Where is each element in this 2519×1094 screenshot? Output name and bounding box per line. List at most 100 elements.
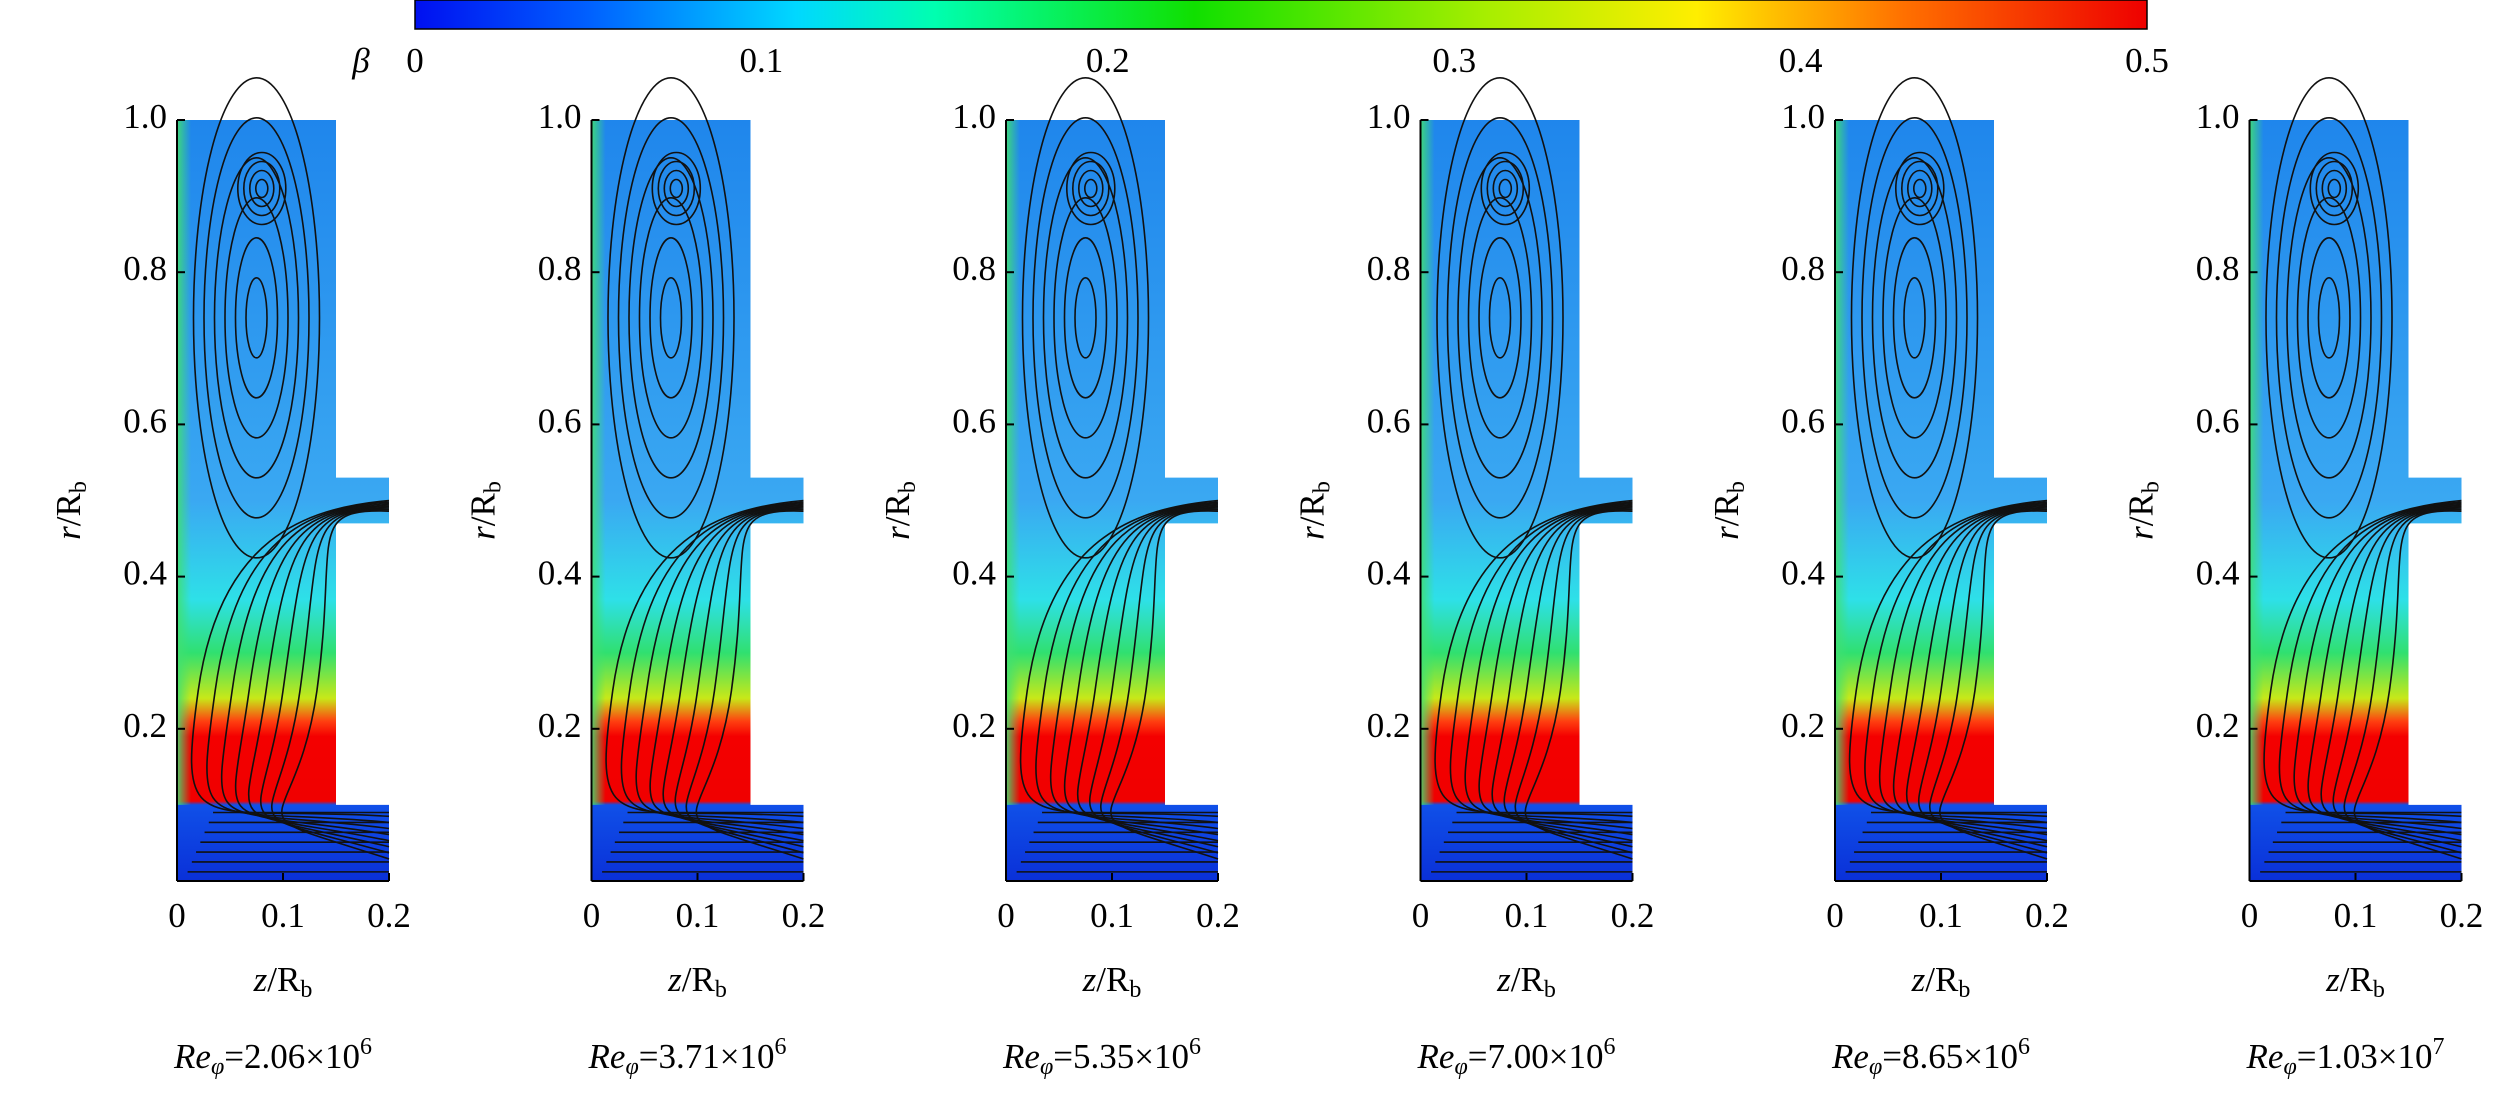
streamline	[1478, 237, 1522, 399]
y-axis-label: r/Rb	[878, 481, 920, 540]
streamline	[1882, 197, 1947, 439]
x-axis-label-part: /R	[267, 960, 301, 999]
caption: Reφ=2.06×106	[173, 1034, 372, 1080]
y-tick-label: 0.8	[2196, 249, 2240, 288]
y-tick-label: 0.2	[2196, 706, 2240, 745]
colorbar-tick-label: 0.1	[740, 41, 784, 80]
caption-part: Re	[2246, 1037, 2284, 1076]
caption: Reφ=1.03×107	[2246, 1034, 2445, 1080]
y-tick-label: 0.6	[123, 401, 167, 440]
colorbar-tick-label: 0.4	[1779, 41, 1823, 80]
y-tick-label: 0.6	[952, 401, 996, 440]
colorbar-label: β	[351, 41, 370, 80]
panel: 0.20.40.60.81.00 0.1 0.2z/Rbr/RbReφ=5.35×1…	[878, 77, 1240, 1080]
x-tick-label: 0.1	[1919, 896, 1963, 935]
x-tick-label: 0.2	[2440, 896, 2484, 935]
x-axis-label: z/Rb	[667, 960, 727, 1002]
y-tick-label: 0.4	[952, 554, 996, 593]
y-axis-label-part: b	[1724, 481, 1750, 493]
streamline	[1901, 160, 1939, 217]
streamline	[1913, 178, 1927, 199]
x-tick-label: 0.2	[782, 896, 826, 935]
caption-part: =7.00×10	[1468, 1037, 1604, 1076]
streamline	[1907, 169, 1933, 208]
streamline	[206, 501, 390, 824]
streamline	[1449, 501, 1633, 824]
streamline	[1032, 117, 1139, 519]
streamline	[651, 151, 702, 226]
x-axis-label-part: /R	[2340, 960, 2374, 999]
streamline	[659, 277, 683, 359]
streamline	[1042, 157, 1129, 479]
streamline	[1895, 151, 1945, 226]
caption: Reφ=3.71×106	[588, 1034, 787, 1080]
streamline	[669, 178, 684, 199]
wall-layer	[1006, 120, 1020, 805]
x-tick-label: 0.2	[367, 896, 411, 935]
y-tick-label: 0.8	[123, 249, 167, 288]
x-tick-label: 0.1	[676, 896, 720, 935]
y-axis-label: r/Rb	[1707, 481, 1749, 540]
contour-field	[1835, 120, 2047, 881]
y-tick-label: 0.6	[2196, 401, 2240, 440]
y-axis-label-part: r	[49, 526, 88, 540]
x-axis-label-part: /R	[1511, 960, 1545, 999]
x-tick-label: 0.2	[2025, 896, 2069, 935]
wall-layer	[1835, 120, 1849, 805]
x-axis-label-part: /R	[1096, 960, 1130, 999]
y-tick-label: 1.0	[123, 97, 167, 136]
y-axis-label: r/Rb	[49, 481, 91, 540]
caption-part: φ	[625, 1054, 638, 1080]
streamline	[2353, 510, 2462, 860]
x-axis-label: z/Rb	[1082, 960, 1142, 1002]
x-tick-label: 0.1	[1090, 896, 1134, 935]
caption: Reφ=5.35×106	[1002, 1034, 1201, 1080]
wall-layer	[1420, 120, 1435, 805]
x-axis-label-part: /R	[1925, 960, 1959, 999]
y-tick-label: 0.6	[1367, 401, 1411, 440]
x-tick-label: 0.1	[2334, 896, 2378, 935]
y-axis-label-part: /R	[49, 493, 88, 527]
y-axis-label-part: b	[1309, 481, 1335, 493]
x-axis-label-part: b	[1958, 977, 1970, 1003]
streamline	[236, 151, 287, 226]
y-axis-label-part: r	[878, 526, 917, 540]
colorbar-tick-label: 0	[406, 41, 424, 80]
x-axis-label: z/Rb	[2325, 960, 2385, 1002]
caption-part: φ	[1040, 1054, 1053, 1080]
wall-layer	[177, 120, 191, 805]
y-tick-label: 0.8	[952, 249, 996, 288]
y-tick-label: 1.0	[952, 97, 996, 136]
caption-part: =2.06×10	[224, 1037, 360, 1076]
caption-part: 6	[1189, 1034, 1201, 1060]
y-tick-label: 0.4	[123, 554, 167, 593]
x-axis-label: z/Rb	[253, 960, 313, 1002]
x-tick-label: 0.2	[1611, 896, 1655, 935]
x-tick-label: 0.2	[1196, 896, 1240, 935]
caption-part: φ	[1454, 1054, 1467, 1080]
caption-part: Re	[173, 1037, 211, 1076]
x-tick-label: 0	[2241, 896, 2259, 935]
streamline	[1063, 237, 1108, 399]
streamline	[2286, 157, 2372, 479]
y-tick-label: 0.2	[1781, 706, 1825, 745]
streamline	[1074, 277, 1097, 359]
y-tick-label: 0.8	[538, 249, 582, 288]
x-axis-label-part: b	[715, 977, 727, 1003]
x-axis-label-part: b	[300, 977, 312, 1003]
y-axis-label-part: /R	[878, 493, 917, 527]
streamline	[1110, 510, 1219, 860]
caption-part: φ	[1869, 1054, 1882, 1080]
contour-field	[591, 120, 804, 881]
x-axis-label-part: z	[2325, 960, 2340, 999]
streamline	[649, 237, 693, 399]
streamline	[2327, 178, 2342, 199]
y-tick-label: 0.4	[538, 554, 582, 593]
caption-part: φ	[211, 1054, 224, 1080]
caption-part: =5.35×10	[1053, 1037, 1189, 1076]
streamline	[213, 157, 300, 479]
x-axis-label-part: /R	[682, 960, 716, 999]
streamline	[1864, 501, 2048, 824]
streamline	[1488, 277, 1512, 359]
